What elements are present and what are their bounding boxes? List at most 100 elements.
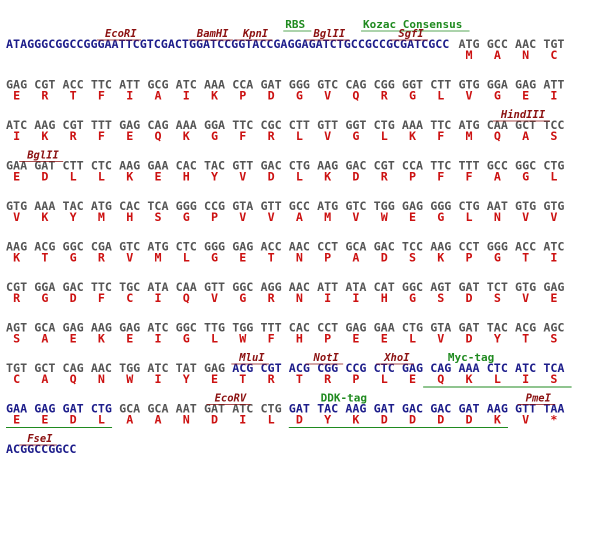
codon: GTC [119, 240, 140, 254]
amino-acid: K [437, 251, 444, 265]
amino-acid: L [268, 413, 275, 427]
amino-acid: F [98, 89, 105, 103]
codon: CTG [374, 118, 395, 132]
amino-acid: A [41, 372, 48, 386]
codon: GGA [204, 118, 225, 132]
codon: CAT [374, 280, 395, 294]
codon: AAA [204, 78, 225, 92]
amino-acid: G [437, 210, 444, 224]
amino-acid: R [324, 372, 332, 386]
amino-acid: M [466, 48, 473, 62]
codon: TTC [430, 159, 451, 173]
codon: GAG [63, 321, 84, 335]
codon: TGT [543, 37, 564, 51]
codon: GTG [458, 78, 479, 92]
amino-acid: W [126, 372, 134, 386]
codon: ATG [91, 199, 112, 213]
codon: AAG [345, 402, 366, 416]
codon: GAC [402, 402, 423, 416]
codon: AAA [458, 361, 479, 375]
amino-acid: L [211, 332, 218, 346]
codon: GTT [261, 199, 282, 213]
codon: GGT [345, 118, 366, 132]
site-label: NotI [313, 352, 340, 364]
site-label: SgfI [398, 28, 424, 40]
amino-acid: F [466, 170, 473, 184]
codon: GAC [345, 159, 366, 173]
codon: GGG [289, 78, 310, 92]
amino-acid: P [211, 210, 218, 224]
amino-acid: A [296, 210, 303, 224]
amino-acid: D [268, 89, 275, 103]
amino-acid: R [41, 89, 49, 103]
amino-acid: S [550, 372, 557, 386]
amino-acid: A [154, 89, 161, 103]
codon: TCA [543, 361, 564, 375]
amino-acid: G [183, 332, 190, 346]
amino-acid: K [324, 170, 331, 184]
amino-acid: V [352, 210, 359, 224]
amino-acid: A [126, 413, 133, 427]
codon: GGC [402, 280, 423, 294]
codon: GAT [289, 402, 310, 416]
codon: AAC [289, 240, 310, 254]
amino-acid: K [98, 332, 105, 346]
codon: GTT [515, 402, 536, 416]
amino-acid: D [437, 413, 444, 427]
codon: CGT [6, 280, 27, 294]
tag-label: Kozac Consensus [363, 18, 462, 31]
site-label: EcoRI [105, 28, 137, 40]
codon: CGA [91, 240, 112, 254]
amino-acid: R [98, 251, 106, 265]
amino-acid: G [211, 251, 218, 265]
codon: GAC [430, 402, 451, 416]
amino-acid: V [437, 332, 444, 346]
amino-acid: Y [183, 372, 190, 386]
amino-acid: T [239, 372, 246, 386]
codon: TGG [232, 321, 253, 335]
amino-acid: V [126, 251, 133, 265]
codon: TTC [91, 280, 112, 294]
amino-acid: Y [324, 413, 331, 427]
amino-acid: I [154, 332, 161, 346]
codon: GCA [147, 402, 168, 416]
amino-acid: C [13, 372, 20, 386]
amino-acid: H [126, 210, 133, 224]
amino-acid: P [324, 332, 331, 346]
amino-acid: L [70, 170, 77, 184]
amino-acid: A [352, 251, 359, 265]
amino-acid: V [239, 170, 246, 184]
amino-acid: K [41, 129, 48, 143]
codon: GAG [402, 199, 423, 213]
amino-acid: E [522, 89, 529, 103]
site-label: MluI [238, 352, 265, 364]
codon: GTT [232, 159, 253, 173]
amino-acid: I [13, 129, 20, 143]
amino-acid: F [98, 291, 105, 305]
site-label: PmeI [526, 393, 552, 405]
amino-acid: P [466, 251, 473, 265]
amino-acid: A [494, 48, 501, 62]
codon: AAG [317, 159, 338, 173]
amino-acid: G [41, 291, 48, 305]
amino-acid: H [381, 291, 388, 305]
codon: GAA [147, 159, 168, 173]
amino-acid: E [409, 372, 416, 386]
codon: ATC [515, 361, 536, 375]
codon: GAT [63, 402, 84, 416]
site-label: BglII [26, 150, 59, 162]
codon: GAT [374, 402, 395, 416]
amino-acid: S [494, 291, 501, 305]
codon: TCC [543, 118, 564, 132]
codon: AAC [91, 361, 112, 375]
amino-acid: L [494, 372, 501, 386]
codon: CCT [317, 240, 338, 254]
amino-acid: E [211, 372, 218, 386]
amino-acid: A [41, 332, 48, 346]
codon: GAG [402, 361, 423, 375]
codon: AAA [402, 118, 423, 132]
codon: TAC [317, 402, 338, 416]
amino-acid: D [466, 291, 473, 305]
amino-acid: P [324, 251, 331, 265]
codon: TAA [543, 402, 564, 416]
